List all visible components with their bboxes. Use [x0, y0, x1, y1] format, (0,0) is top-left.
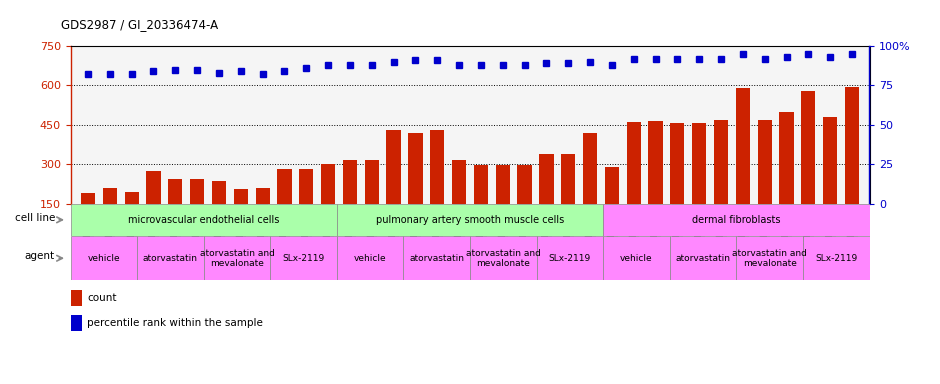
Bar: [452, 160, 466, 243]
Bar: [495, 166, 509, 243]
Bar: [365, 160, 379, 243]
Text: atorvastatin: atorvastatin: [409, 254, 464, 263]
Bar: [779, 112, 793, 243]
Bar: [70, 315, 83, 331]
Bar: [801, 91, 816, 243]
Bar: [561, 154, 575, 243]
Bar: [168, 179, 182, 243]
Bar: [337, 236, 403, 280]
Bar: [386, 130, 400, 243]
Bar: [190, 179, 204, 243]
Text: vehicle: vehicle: [353, 254, 386, 263]
Bar: [234, 189, 248, 243]
Bar: [583, 133, 597, 243]
Bar: [714, 119, 728, 243]
Bar: [470, 236, 537, 280]
Text: SLx-2119: SLx-2119: [282, 254, 324, 263]
Bar: [431, 130, 445, 243]
Bar: [474, 166, 488, 243]
Text: agent: agent: [24, 251, 55, 261]
Bar: [603, 204, 870, 236]
Bar: [81, 193, 95, 243]
Bar: [518, 166, 532, 243]
Bar: [321, 164, 336, 243]
Bar: [604, 167, 619, 243]
Bar: [403, 236, 470, 280]
Bar: [627, 122, 641, 243]
Bar: [758, 119, 772, 243]
Bar: [102, 188, 117, 243]
Bar: [603, 236, 669, 280]
Bar: [540, 154, 554, 243]
Text: vehicle: vehicle: [620, 254, 652, 263]
Bar: [669, 236, 736, 280]
Text: pulmonary artery smooth muscle cells: pulmonary artery smooth muscle cells: [376, 215, 564, 225]
Bar: [343, 160, 357, 243]
Text: atorvastatin and
mevalonate: atorvastatin and mevalonate: [466, 249, 540, 268]
Text: cell line: cell line: [15, 213, 55, 223]
Bar: [823, 117, 838, 243]
Bar: [137, 236, 204, 280]
Bar: [271, 236, 337, 280]
Text: atorvastatin and
mevalonate: atorvastatin and mevalonate: [732, 249, 807, 268]
Bar: [692, 124, 706, 243]
Bar: [670, 124, 684, 243]
Bar: [147, 171, 161, 243]
Text: vehicle: vehicle: [87, 254, 120, 263]
Bar: [70, 236, 137, 280]
Text: atorvastatin: atorvastatin: [143, 254, 198, 263]
Bar: [212, 181, 226, 243]
Bar: [70, 204, 337, 236]
Text: count: count: [86, 293, 117, 303]
Bar: [537, 236, 603, 280]
Bar: [124, 192, 139, 243]
Text: atorvastatin and
mevalonate: atorvastatin and mevalonate: [199, 249, 274, 268]
Bar: [736, 88, 750, 243]
Bar: [256, 188, 270, 243]
Bar: [408, 133, 422, 243]
Bar: [277, 169, 291, 243]
Bar: [736, 236, 803, 280]
Text: atorvastatin: atorvastatin: [676, 254, 730, 263]
Bar: [845, 87, 859, 243]
Text: SLx-2119: SLx-2119: [815, 254, 857, 263]
Bar: [803, 236, 870, 280]
Text: microvascular endothelial cells: microvascular endothelial cells: [128, 215, 279, 225]
Bar: [204, 236, 271, 280]
Bar: [299, 169, 313, 243]
Bar: [70, 290, 83, 306]
Text: dermal fibroblasts: dermal fibroblasts: [692, 215, 780, 225]
Text: SLx-2119: SLx-2119: [549, 254, 591, 263]
Bar: [649, 121, 663, 243]
Text: percentile rank within the sample: percentile rank within the sample: [86, 318, 263, 328]
Bar: [337, 204, 603, 236]
Text: GDS2987 / GI_20336474-A: GDS2987 / GI_20336474-A: [61, 18, 218, 31]
